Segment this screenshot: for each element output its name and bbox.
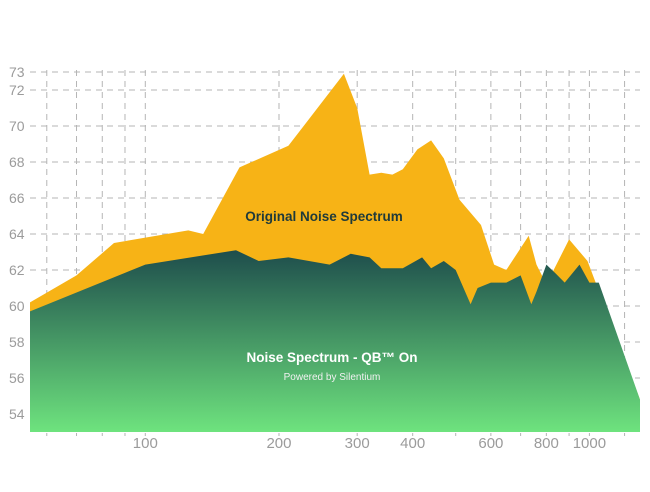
x-tick-label: 400 [400,435,425,452]
y-tick-label: 56 [9,370,25,386]
axis-ticks: 54 56 58 60 62 64 66 68 70 72 73 100 200 300 400 600 800… [9,64,606,452]
x-tick-label: 800 [534,435,559,452]
y-tick-label: 60 [9,298,25,314]
x-tick-label: 200 [266,435,291,452]
x-tick-label: 1000 [573,435,606,452]
y-tick-label: 64 [9,226,25,242]
original-series-label: Original Noise Spectrum [245,209,403,224]
area-layer [30,73,640,433]
x-tick-label: 100 [133,435,158,452]
qb-spectrum-area [30,250,640,432]
y-tick-label: 68 [9,154,25,170]
qb-series-sublabel: Powered by Silentium [284,372,381,383]
y-tick-label: 58 [9,334,25,350]
y-tick-label: 66 [9,190,25,206]
qb-series-label: Noise Spectrum - QB™ On [246,350,417,365]
x-tick-label: 300 [345,435,370,452]
annotation-layer: Original Noise Spectrum Noise Spectrum -… [245,209,417,383]
x-tick-label: 600 [478,435,503,452]
y-tick-label: 72 [9,82,25,98]
y-tick-label: 62 [9,262,25,278]
y-tick-label: 54 [9,406,25,422]
y-tick-label: 70 [9,118,25,134]
y-tick-label: 73 [9,64,25,80]
